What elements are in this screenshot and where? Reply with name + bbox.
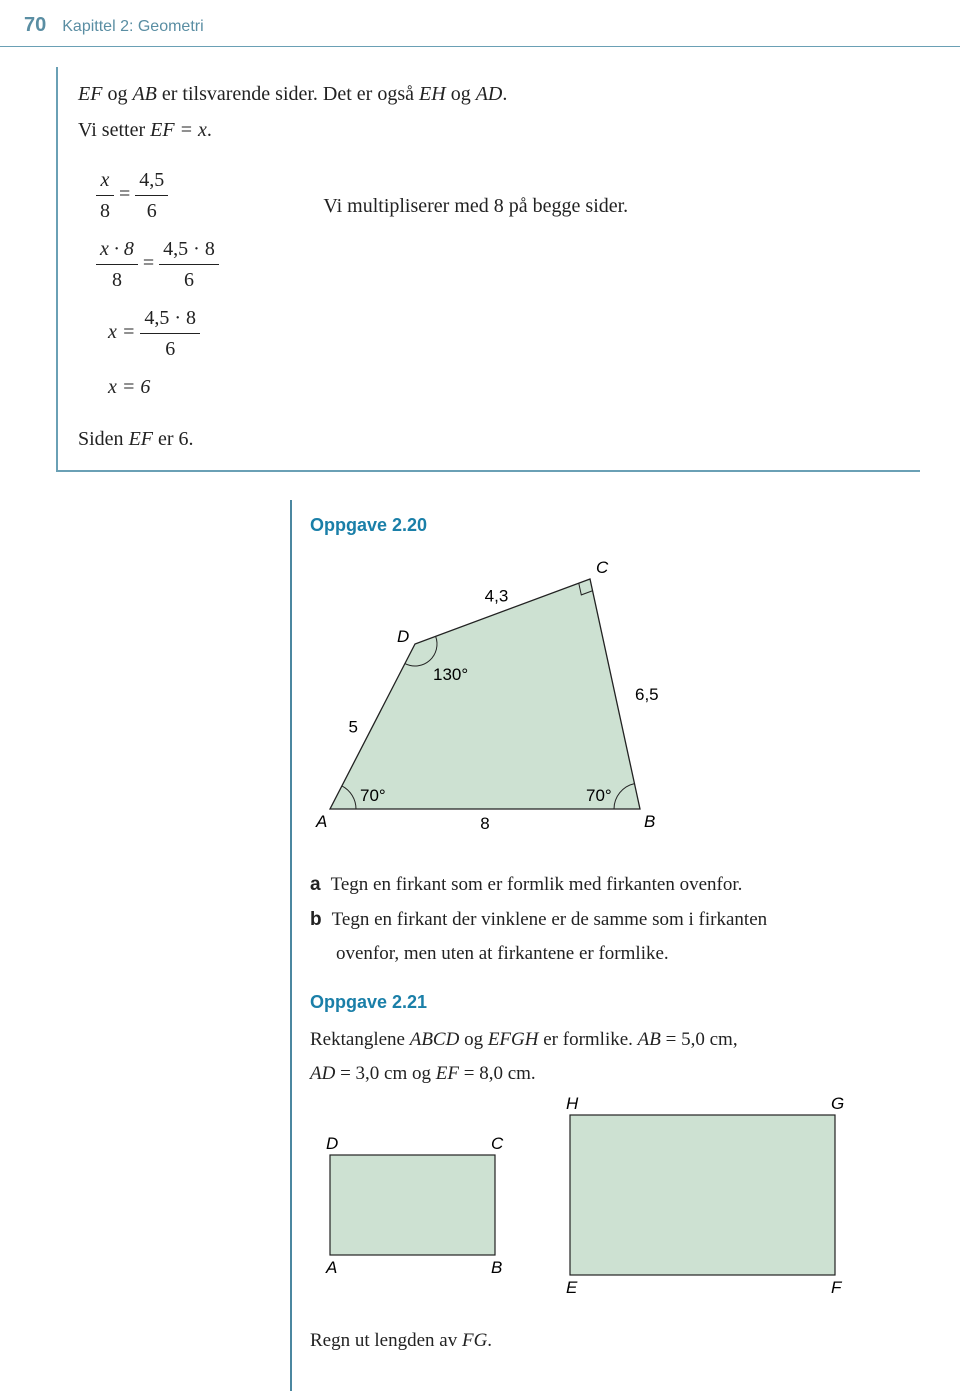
page-header: 70 Kapittel 2: Geometri bbox=[0, 0, 960, 47]
ex221-figure: A B C D E F G H bbox=[310, 1095, 960, 1313]
ex220-b-line1: bTegn en firkant der vinklene er de samm… bbox=[310, 906, 960, 935]
example-line2: Vi setter EF = x. bbox=[78, 115, 896, 145]
r2-E-label: E bbox=[566, 1278, 578, 1297]
ex220-figure: A B C D 70° 70° 130° 8 6,5 4,3 5 bbox=[310, 549, 960, 857]
example-box: EF og AB er tilsvarende sider. Det er og… bbox=[56, 67, 920, 472]
angle-A-value: 70° bbox=[360, 786, 386, 805]
vertex-D-label: D bbox=[397, 627, 409, 646]
angle-D-value: 130° bbox=[433, 665, 468, 684]
eq1: x8 = 4,56 bbox=[96, 165, 219, 226]
r1-B-label: B bbox=[491, 1258, 502, 1277]
ex221-intro-line2: AD = 3,0 cm og EF = 8,0 cm. bbox=[310, 1060, 960, 1089]
exercise-area: Oppgave 2.20 A B C D 70° 70° 130° 8 6,5 … bbox=[290, 500, 960, 1391]
r2-F-label: F bbox=[831, 1278, 843, 1297]
r2-H-label: H bbox=[566, 1095, 579, 1113]
ex221-intro-line1: Rektanglene ABCD og EFGH er formlike. AB… bbox=[310, 1026, 960, 1055]
side-DA-value: 5 bbox=[349, 718, 358, 737]
chapter-title: Kapittel 2: Geometri bbox=[62, 15, 203, 39]
rectangles-diagram: A B C D E F G H bbox=[310, 1095, 880, 1305]
side-CD-value: 4,3 bbox=[485, 587, 509, 606]
ex220-a: aTegn en firkant som er formlik med firk… bbox=[310, 871, 960, 900]
r2-G-label: G bbox=[831, 1095, 844, 1113]
eq4: x = 6 bbox=[108, 372, 219, 402]
r1-D-label: D bbox=[326, 1134, 338, 1153]
side-BC-value: 6,5 bbox=[635, 685, 659, 704]
ex220-b-line2: ovenfor, men uten at firkantene er forml… bbox=[336, 940, 960, 969]
quadrilateral-diagram: A B C D 70° 70° 130° 8 6,5 4,3 5 bbox=[310, 549, 710, 849]
r1-C-label: C bbox=[491, 1134, 504, 1153]
ex221-final: Regn ut lengden av FG. bbox=[310, 1327, 960, 1356]
r1-A-label: A bbox=[325, 1258, 337, 1277]
multiply-annotation: Vi multipliserer med 8 på begge sider. bbox=[323, 191, 628, 221]
vertex-A-label: A bbox=[315, 812, 327, 831]
example-line1: EF og AB er tilsvarende sider. Det er og… bbox=[78, 79, 896, 109]
equation-block: x8 = 4,56 x · 88 = 4,5 · 86 x = 4,5 · 86… bbox=[96, 165, 219, 402]
page-number: 70 bbox=[24, 10, 46, 40]
vertex-B-label: B bbox=[644, 812, 655, 831]
ex221-title: Oppgave 2.21 bbox=[310, 989, 960, 1016]
eq2: x · 88 = 4,5 · 86 bbox=[96, 234, 219, 295]
side-AB-value: 8 bbox=[480, 814, 489, 833]
eq3: x = 4,5 · 86 bbox=[108, 303, 219, 364]
ex220-title: Oppgave 2.20 bbox=[310, 512, 960, 539]
angle-B-value: 70° bbox=[586, 786, 612, 805]
vertex-C-label: C bbox=[596, 558, 609, 577]
example-conclusion: Siden EF er 6. bbox=[78, 424, 896, 454]
